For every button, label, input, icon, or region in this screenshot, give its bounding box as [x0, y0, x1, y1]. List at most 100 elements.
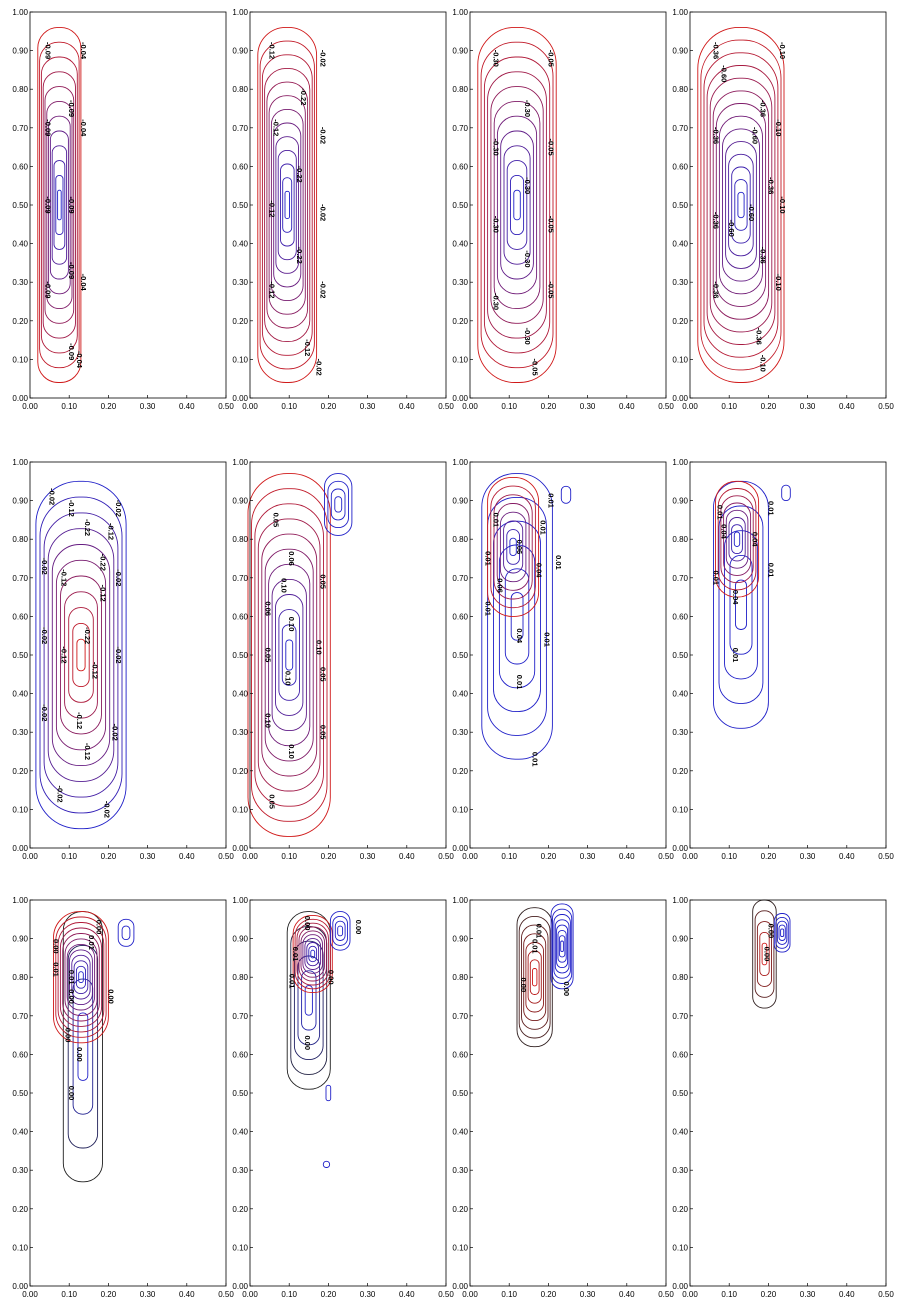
y-tick-label: 0.30: [672, 278, 688, 287]
contour-label: -0.12: [75, 712, 84, 729]
contour-line: [560, 940, 564, 953]
x-tick-label: 0.50: [878, 402, 894, 411]
contour-line: [490, 86, 544, 324]
contour-line: [503, 145, 531, 265]
x-tick-label: 0.10: [61, 1290, 77, 1299]
x-tick-label: 0.40: [619, 402, 635, 411]
y-tick-label: 0.80: [452, 535, 468, 544]
contour-line: [55, 916, 107, 1038]
contour-line: [304, 938, 322, 970]
y-tick-label: 0.10: [12, 355, 28, 364]
x-tick-label: 0.10: [501, 402, 517, 411]
contour-label: -0.12: [91, 662, 100, 679]
x-tick-label: 0.30: [140, 402, 156, 411]
y-tick-label: 0.10: [232, 355, 248, 364]
contour-line: [529, 959, 540, 995]
contour-line: [284, 190, 290, 220]
y-tick-label: 0.60: [12, 1050, 28, 1059]
contour-line: [780, 928, 785, 938]
contour-label: 0.00: [519, 978, 528, 993]
y-tick-label: 0.40: [672, 240, 688, 249]
x-tick-label: 0.40: [839, 852, 855, 861]
contour-line: [493, 494, 533, 600]
contour-line: [51, 145, 68, 265]
contour-line: [277, 149, 297, 261]
x-tick-label: 0.40: [179, 1290, 195, 1299]
x-tick-label: 0.40: [399, 1290, 415, 1299]
contour-label: 0.05: [272, 513, 281, 528]
contour-line: [487, 496, 547, 736]
contour-line: [330, 488, 346, 521]
contour-line: [306, 942, 320, 967]
x-tick-label: 0.50: [218, 852, 234, 861]
contour-line: [66, 943, 96, 1011]
contour-label: 0.00: [762, 947, 771, 962]
contour-line: [294, 918, 331, 990]
contour-line: [506, 529, 520, 565]
contour-label: -0.02: [40, 558, 49, 575]
y-tick-label: 0.50: [672, 651, 688, 660]
contour-label: 0.00: [326, 970, 335, 985]
contour-label: -0.02: [319, 127, 328, 144]
contour-line: [778, 924, 786, 941]
contour-line: [278, 609, 300, 701]
x-tick-label: 0.20: [321, 852, 337, 861]
plot-frame: [469, 11, 667, 399]
contour-label: -0.12: [272, 119, 281, 136]
contour-label: -0.05: [546, 216, 555, 233]
contour-line: [496, 503, 530, 591]
y-tick-label: 0.50: [232, 651, 248, 660]
y-tick-label: 0.10: [12, 805, 28, 814]
y-tick-label: 0.20: [452, 1205, 468, 1214]
contour-label: -0.30: [492, 293, 501, 310]
y-tick-label: 0.80: [672, 535, 688, 544]
contour-line: [57, 922, 105, 1033]
contour-line: [728, 153, 754, 257]
contour-label: 0.01: [492, 513, 501, 528]
contour-line: [332, 915, 348, 946]
y-tick-label: 0.40: [232, 240, 248, 249]
x-tick-label: 0.20: [541, 402, 557, 411]
y-tick-label: 1.00: [232, 8, 248, 17]
contour-label: 0.01: [539, 520, 548, 535]
contour-label: 0.06: [515, 540, 524, 555]
contour-line: [776, 920, 788, 945]
x-tick-label: 0.50: [658, 402, 674, 411]
contour-line: [261, 533, 318, 777]
contour-label: -0.02: [110, 724, 119, 741]
contour-line: [556, 924, 569, 969]
contour-line: [296, 922, 329, 986]
x-tick-label: 0.20: [761, 852, 777, 861]
contour-label: 0.01: [766, 563, 775, 578]
contour-line: [281, 624, 297, 686]
contour-line: [553, 914, 571, 979]
contour-label: 0.00: [303, 1035, 312, 1050]
contour-line: [51, 544, 111, 767]
y-tick-label: 0.90: [232, 47, 248, 56]
contour-label: 0.00: [51, 939, 60, 954]
y-tick-label: 0.20: [232, 767, 248, 776]
contour-line: [53, 911, 109, 1044]
x-tick-label: 0.30: [140, 1290, 156, 1299]
contour-line: [509, 537, 517, 557]
plot-frame: [689, 899, 887, 1287]
y-tick-label: 0.60: [12, 612, 28, 621]
x-tick-label: 0.00: [682, 402, 698, 411]
contour-label: 0.01: [731, 648, 740, 663]
y-tick-label: 0.00: [232, 844, 248, 853]
y-tick-label: 0.20: [672, 767, 688, 776]
y-tick-label: 0.10: [452, 1243, 468, 1252]
x-tick-label: 0.50: [218, 402, 234, 411]
contour-label: 0.01: [291, 947, 300, 962]
contour-label: 0.01: [554, 555, 563, 570]
x-tick-label: 0.00: [682, 852, 698, 861]
contour-line: [268, 563, 311, 747]
x-tick-label: 0.50: [438, 1290, 454, 1299]
contour-line: [254, 503, 324, 807]
contour-label: 0.01: [712, 571, 721, 586]
contour-line: [64, 938, 98, 1016]
contour-line: [247, 473, 331, 837]
contour-label: -0.02: [319, 50, 328, 67]
contour-line: [729, 554, 753, 655]
contour-line: [275, 594, 304, 716]
